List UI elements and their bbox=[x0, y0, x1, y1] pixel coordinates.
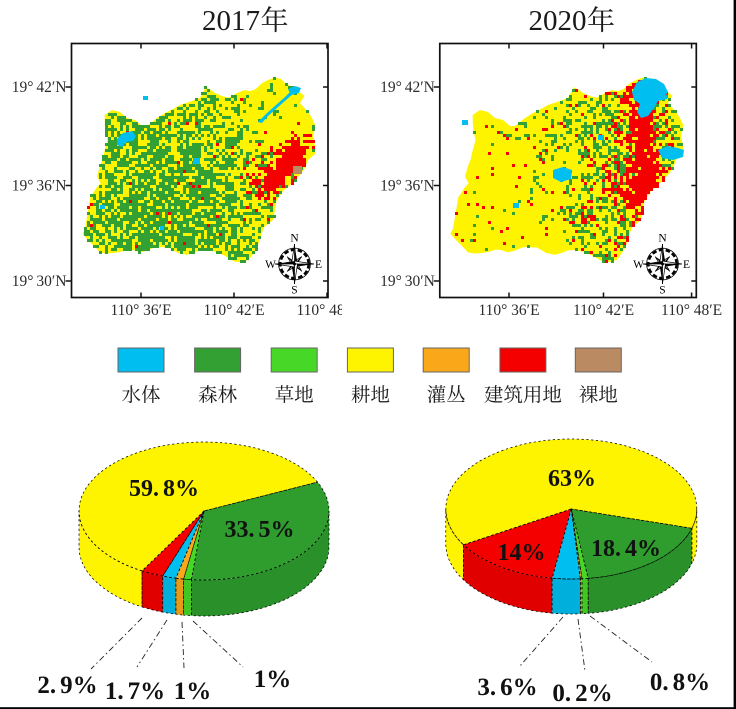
svg-text:36′N: 36′N bbox=[36, 178, 66, 195]
svg-text:42′N: 42′N bbox=[405, 79, 435, 96]
svg-text:18.4%: 18. 4% bbox=[591, 536, 661, 562]
svg-text:1%: 1% bbox=[254, 666, 292, 693]
svg-text:1%: 1% bbox=[174, 678, 212, 705]
svg-text:30′N: 30′N bbox=[36, 273, 66, 290]
svg-text:E: E bbox=[315, 259, 322, 271]
svg-text:2.9%: 2. 9% bbox=[37, 672, 97, 699]
svg-text:30′N: 30′N bbox=[405, 273, 435, 290]
svg-text:33.5%: 33. 5% bbox=[225, 517, 295, 543]
svg-text:19°: 19° bbox=[12, 273, 34, 290]
svg-text:19°: 19° bbox=[380, 178, 402, 195]
svg-text:W: W bbox=[633, 259, 644, 271]
svg-text:19°: 19° bbox=[380, 79, 402, 96]
svg-text:19°: 19° bbox=[12, 79, 34, 96]
svg-text:S: S bbox=[659, 285, 665, 297]
svg-text:110° 36′E: 110° 36′E bbox=[110, 302, 171, 319]
svg-text:110° 42′E: 110° 42′E bbox=[573, 302, 634, 319]
svg-text:36′N: 36′N bbox=[405, 178, 435, 195]
svg-text:2017: 2017 bbox=[202, 5, 260, 37]
svg-text:14%: 14% bbox=[498, 540, 546, 566]
svg-text:2020: 2020 bbox=[529, 5, 587, 37]
svg-text:E: E bbox=[683, 259, 690, 271]
svg-text:19°: 19° bbox=[12, 178, 34, 195]
svg-text:63%: 63% bbox=[548, 466, 596, 492]
svg-text:W: W bbox=[265, 259, 276, 271]
svg-text:N: N bbox=[290, 233, 299, 245]
svg-text:0.2%: 0. 2% bbox=[552, 680, 612, 707]
svg-text:110° 42′E: 110° 42′E bbox=[203, 302, 264, 319]
svg-text:S: S bbox=[291, 285, 297, 297]
svg-text:110° 48′E: 110° 48′E bbox=[661, 302, 722, 319]
svg-text:110° 36′E: 110° 36′E bbox=[478, 302, 539, 319]
svg-text:3.6%: 3. 6% bbox=[477, 674, 537, 701]
svg-text:19°: 19° bbox=[380, 273, 402, 290]
svg-text:59.8%: 59. 8% bbox=[129, 476, 199, 502]
svg-text:110° 48′E: 110° 48′E bbox=[296, 302, 357, 319]
svg-text:42′N: 42′N bbox=[36, 79, 66, 96]
svg-text:1.7%: 1. 7% bbox=[105, 678, 165, 705]
svg-text:0.8%: 0. 8% bbox=[650, 669, 710, 696]
svg-text:N: N bbox=[658, 233, 667, 245]
